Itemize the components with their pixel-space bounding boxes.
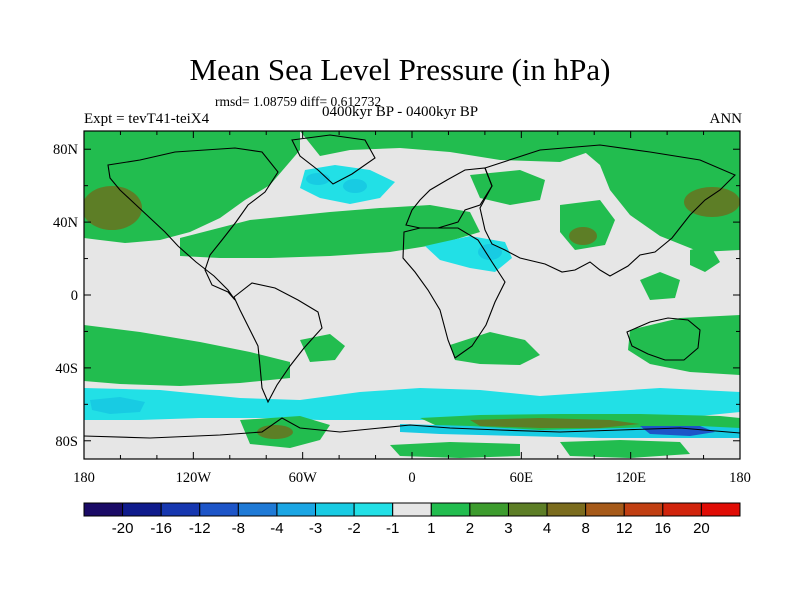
arctic-cyan-patch bbox=[306, 173, 330, 185]
x-tick-label: 120W bbox=[176, 470, 212, 486]
colorbar-label: 2 bbox=[466, 520, 474, 537]
north-pacific-olive-center-east bbox=[684, 187, 740, 217]
coastline-south-america bbox=[233, 282, 323, 404]
colorbar-swatch bbox=[546, 502, 587, 517]
colorbar-swatch bbox=[430, 502, 471, 517]
colorbar-swatch bbox=[315, 502, 355, 517]
arctic-green-region bbox=[300, 131, 600, 162]
colorbar-swatch bbox=[469, 502, 509, 517]
coastline-africa bbox=[402, 227, 506, 359]
southern-africa-green-region bbox=[450, 332, 540, 365]
experiment-label: Expt = tevT41-teiX4 bbox=[84, 111, 210, 127]
rmsd-diff-stats: rmsd= 1.08759 diff= 0.612732 bbox=[215, 94, 382, 109]
asia-olive-patch bbox=[569, 227, 597, 245]
south-pacific-blue-core bbox=[90, 397, 145, 414]
colorbar-label: 12 bbox=[616, 520, 633, 537]
antarctic-olive-patch-west bbox=[257, 425, 293, 439]
period-label: 0400kyr BP - 0400kyr BP bbox=[322, 104, 479, 120]
colorbar-swatch bbox=[392, 502, 432, 517]
colorbar-label: 4 bbox=[543, 520, 551, 537]
colorbar-swatch bbox=[507, 502, 548, 517]
colorbar-labels: -20 -16 -12 -8 -4 -3 -2 -1 1 2 3 4 8 12 16 20 bbox=[112, 520, 710, 537]
greenland-blue-core bbox=[343, 179, 367, 193]
colorbar-swatch bbox=[623, 502, 664, 517]
north-asia-green-region bbox=[560, 131, 740, 252]
colorbar-swatch bbox=[700, 502, 741, 517]
southern-ocean-cyan-belt bbox=[84, 388, 740, 420]
colorbar-swatch bbox=[199, 502, 239, 517]
colorbar-swatch bbox=[122, 502, 162, 517]
north-atlantic-green-belt bbox=[180, 205, 480, 258]
axis-ticks bbox=[83, 131, 741, 459]
x-tick-label: 60E bbox=[510, 470, 534, 486]
coastline-australia bbox=[626, 317, 701, 361]
colorbar-label: -12 bbox=[189, 520, 211, 537]
season-label: ANN bbox=[709, 111, 743, 127]
colorbar-label: -1 bbox=[386, 520, 399, 537]
east-pacific-green-band bbox=[84, 325, 290, 386]
colorbar-label: -3 bbox=[309, 520, 322, 537]
colorbar-label: -20 bbox=[112, 520, 134, 537]
x-tick-label: 120E bbox=[615, 470, 646, 486]
y-tick-label: 40S bbox=[55, 361, 78, 377]
east-asia-green-patch bbox=[690, 245, 720, 272]
east-antarctic-olive-band bbox=[470, 418, 640, 428]
x-tick-label: 60W bbox=[289, 470, 318, 486]
y-tick-label: 0 bbox=[71, 288, 78, 304]
colorbar-swatch bbox=[585, 502, 625, 517]
colorbar-label: -8 bbox=[232, 520, 245, 537]
map-field bbox=[84, 131, 740, 459]
colorbar-swatch bbox=[237, 502, 278, 517]
colorbar-label: -2 bbox=[347, 520, 360, 537]
coastline-asia bbox=[479, 144, 736, 277]
indian-ocean-green-region bbox=[628, 315, 740, 375]
coastline-north-america bbox=[107, 147, 279, 301]
colorbar-label: 8 bbox=[581, 520, 589, 537]
coastline-antarctica bbox=[84, 417, 740, 439]
colorbar-label: 20 bbox=[693, 520, 710, 537]
coastline-greenland bbox=[291, 134, 376, 185]
coastlines bbox=[84, 134, 740, 439]
y-tick-label: 80N bbox=[53, 142, 79, 158]
colorbar-label: 16 bbox=[654, 520, 671, 537]
colorbar-swatch bbox=[353, 502, 394, 517]
colorbar bbox=[83, 502, 741, 517]
arabia-blue-core bbox=[478, 244, 502, 260]
colorbar-swatch bbox=[160, 502, 201, 517]
antarctic-interior-green bbox=[390, 442, 520, 458]
colorbar-swatch bbox=[662, 502, 702, 517]
y-tick-label: 80S bbox=[55, 434, 78, 450]
colorbar-swatch bbox=[276, 502, 317, 517]
x-tick-label: 180 bbox=[729, 470, 751, 486]
colorbar-label: -4 bbox=[270, 520, 283, 537]
x-tick-label: 0 bbox=[408, 470, 415, 486]
north-pacific-olive-center bbox=[84, 186, 142, 230]
plot-title: Mean Sea Level Pressure (in hPa) bbox=[189, 52, 611, 87]
y-tick-label: 40N bbox=[53, 215, 79, 231]
colorbar-label: 3 bbox=[504, 520, 512, 537]
axis-tick-labels: 180 120W 60W 0 60E 120E 180 80N 40N 0 40S 80S bbox=[53, 142, 751, 486]
colorbar-label: 1 bbox=[427, 520, 435, 537]
x-tick-label: 180 bbox=[73, 470, 95, 486]
maritime-green-patch bbox=[640, 272, 680, 300]
south-atlantic-green-patch bbox=[300, 334, 345, 362]
antarctic-interior-green-east bbox=[560, 440, 690, 458]
colorbar-label: -16 bbox=[150, 520, 172, 537]
colorbar-swatch bbox=[83, 502, 124, 517]
